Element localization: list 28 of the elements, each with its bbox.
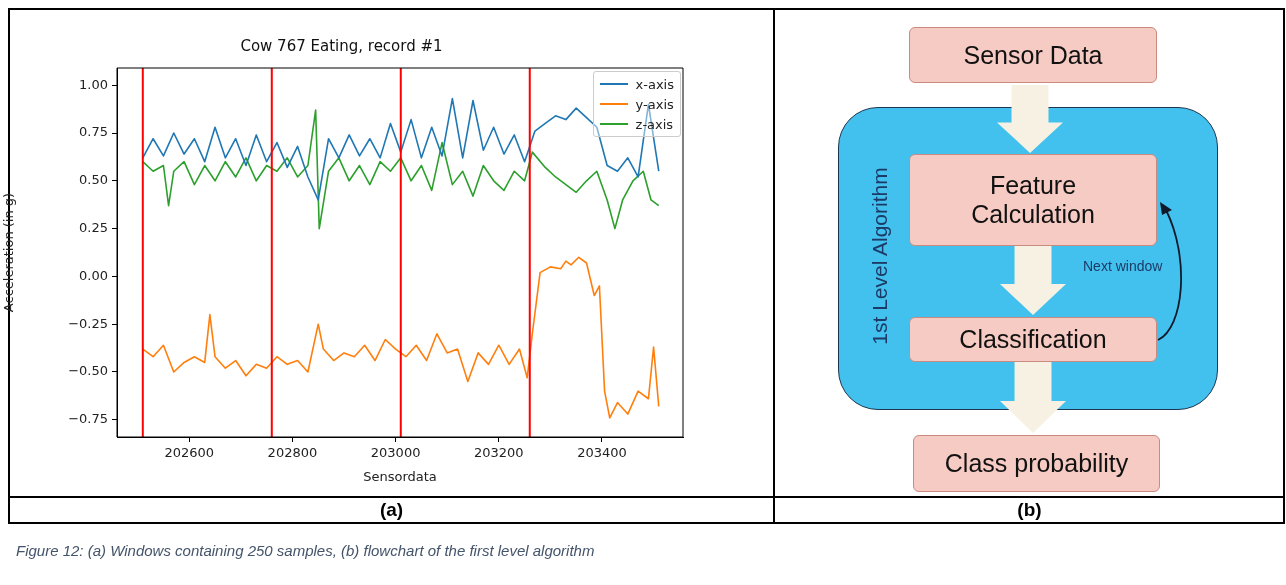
- flowchart-box: Class probability: [913, 435, 1160, 492]
- legend-label: z-axis: [635, 116, 674, 132]
- y-tick-label: 0.75: [79, 124, 108, 140]
- legend-label: x-axis: [635, 76, 674, 92]
- y-tick-label: 0.00: [79, 267, 108, 283]
- x-axis-title: Sensordata: [363, 468, 437, 484]
- flowchart-box: Feature Calculation: [909, 154, 1157, 246]
- caption: Figure 12: (a) Windows containing 250 samples, (b) flowchart of the first level algorithm: [16, 542, 595, 559]
- y-tick-label: 1.00: [79, 76, 108, 92]
- y-axis-title: Acceleration (in g): [1, 192, 17, 313]
- chart-title: Cow 767 Eating, record #1: [240, 36, 443, 55]
- x-tick-label: 203200: [473, 445, 524, 461]
- x-tick-label: 202800: [267, 445, 318, 461]
- y-tick-label: −0.75: [68, 411, 108, 427]
- x-tick-label: 203000: [370, 445, 421, 461]
- text: Next window: [1083, 258, 1163, 274]
- text: (a): [378, 499, 405, 521]
- x-tick-label: 202600: [164, 445, 215, 461]
- legend-label: y-axis: [635, 96, 674, 112]
- x-tick-label: 203400: [577, 445, 627, 461]
- y-tick-label: 0.50: [79, 172, 108, 188]
- text: (b): [1016, 499, 1043, 521]
- flowchart-box: Sensor Data: [909, 27, 1157, 83]
- text: 1st Level Algorithm: [868, 167, 892, 345]
- flowchart-box: Classification: [909, 317, 1157, 362]
- y-tick-label: 0.25: [79, 219, 108, 235]
- y-tick-label: −0.25: [68, 315, 108, 331]
- y-tick-label: −0.50: [68, 363, 108, 379]
